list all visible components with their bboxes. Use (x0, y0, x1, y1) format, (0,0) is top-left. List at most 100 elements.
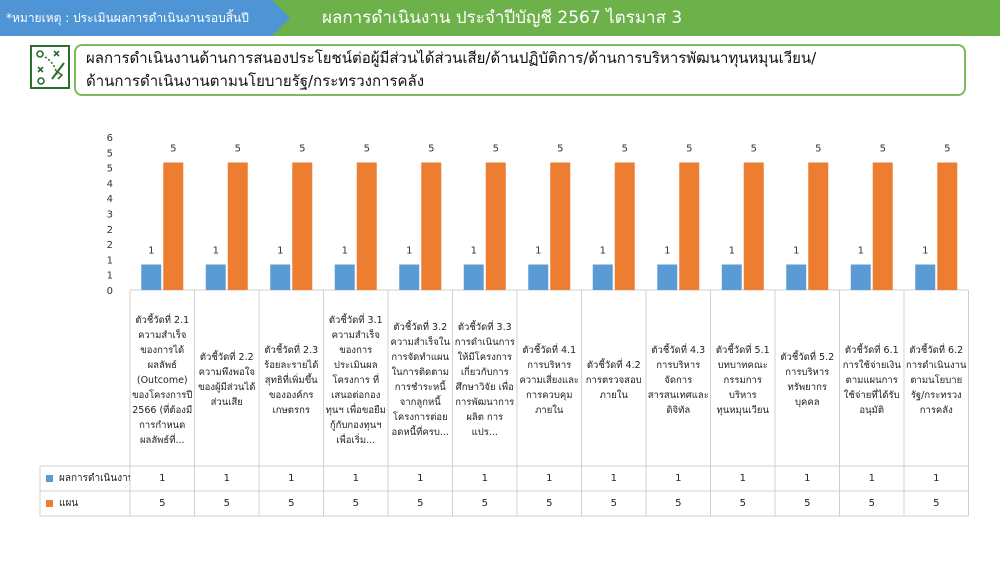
legend-swatch (46, 499, 53, 507)
actual-bar (721, 264, 742, 290)
table-cell-actual: 1 (223, 473, 230, 484)
section-heading: ผลการดำเนินงานด้านการสนองประโยชน์ต่อผู้ม… (74, 44, 966, 96)
table-cell-actual: 1 (675, 473, 682, 484)
category-label-text: ตัวชี้วัดที่ 4.3 การบริหารจัดการสารสนเทศ… (647, 344, 709, 416)
plan-data-label: 5 (364, 144, 370, 155)
actual-bar (786, 264, 807, 290)
plan-data-label: 5 (815, 144, 821, 155)
category-label-text: ตัวชี้วัดที่ 3.2 ความสำเร็จในการจัดทำแผน… (390, 322, 450, 438)
actual-bar (463, 264, 484, 290)
y-tick-label: 5 (107, 164, 113, 175)
actual-data-label: 1 (148, 246, 154, 257)
category-label-text: ตัวชี้วัดที่ 2.2 ความพึงพอใจของผู้มีส่วน… (198, 352, 256, 408)
table-cell-actual: 1 (933, 473, 940, 484)
y-tick-label: 0 (107, 286, 113, 297)
actual-bar (399, 264, 420, 290)
actual-data-label: 1 (471, 246, 477, 257)
actual-data-label: 1 (600, 246, 606, 257)
actual-data-label: 1 (342, 246, 348, 257)
note-tab: *หมายเหตุ : ประเมินผลการดำเนินงานรอบสิ้น… (0, 0, 290, 36)
plan-bar (485, 162, 506, 290)
strategy-board-icon (30, 45, 70, 89)
table-cell-actual: 1 (739, 473, 746, 484)
y-tick-label: 2 (107, 225, 113, 236)
plan-data-label: 5 (880, 144, 886, 155)
table-cell-actual: 1 (352, 473, 359, 484)
category-label: ตัวชี้วัดที่ 3.2 ความสำเร็จในการจัดทำแผน… (388, 290, 453, 466)
plan-bar (679, 162, 700, 290)
category-label-text: ตัวชี้วัดที่ 3.3 การดำเนินการให้มีโครงกา… (454, 322, 515, 438)
plan-data-label: 5 (493, 144, 499, 155)
category-label-text: ตัวชี้วัดที่ 2.3 ร้อยละรายได้สุทธิที่เพิ… (264, 344, 319, 416)
category-label-text: ตัวชี้วัดที่ 6.1 การใช้จ่ายเงินตามแผนการ… (842, 344, 901, 416)
plan-data-label: 5 (557, 144, 563, 155)
category-label: ตัวชี้วัดที่ 3.3 การดำเนินการให้มีโครงกา… (453, 290, 518, 466)
table-cell-plan: 5 (610, 498, 617, 509)
table-cell-plan: 5 (675, 498, 682, 509)
y-tick-label: 4 (107, 194, 113, 205)
plan-bar (163, 162, 184, 290)
y-tick-label: 6 (107, 133, 113, 144)
table-cell-actual: 1 (546, 473, 553, 484)
actual-data-label: 1 (858, 246, 864, 257)
plan-bar (937, 162, 958, 290)
legend-plan: แผน (40, 491, 130, 516)
category-label-text: ตัวชี้วัดที่ 5.2 การบริหารทรัพยากรบุคคล (780, 352, 835, 408)
category-label: ตัวชี้วัดที่ 4.3 การบริหารจัดการสารสนเทศ… (646, 290, 711, 466)
y-tick-label: 2 (107, 240, 113, 251)
y-tick-label: 3 (107, 210, 113, 221)
legend-label: แผน (59, 498, 79, 509)
plan-data-label: 5 (686, 144, 692, 155)
table-cell-plan: 5 (159, 498, 166, 509)
legend-swatch (46, 474, 53, 482)
actual-data-label: 1 (729, 246, 735, 257)
plan-data-label: 5 (299, 144, 305, 155)
category-label: ตัวชี้วัดที่ 2.1 ความสำเร็จของการได้ผลลั… (130, 290, 195, 466)
table-cell-plan: 5 (804, 498, 811, 509)
category-label: ตัวชี้วัดที่ 3.1 ความสำเร็จของการประเมิน… (324, 290, 389, 466)
actual-data-label: 1 (213, 246, 219, 257)
y-tick-label: 1 (107, 255, 113, 266)
category-label: ตัวชี้วัดที่ 4.1 การบริหารความเสี่ยงและก… (517, 290, 582, 466)
plan-bar (614, 162, 635, 290)
category-label-text: ตัวชี้วัดที่ 4.2 การตรวจสอบภายใน (585, 359, 642, 401)
table-cell-plan: 5 (417, 498, 424, 509)
table-cell-actual: 1 (868, 473, 875, 484)
category-label: ตัวชี้วัดที่ 6.2 การดำเนินงานตามนโยบายรั… (904, 290, 969, 466)
category-label-text: ตัวชี้วัดที่ 2.1 ความสำเร็จของการได้ผลลั… (132, 314, 193, 446)
plan-bar (550, 162, 571, 290)
actual-bar (270, 264, 291, 290)
category-label-text: ตัวชี้วัดที่ 6.2 การดำเนินงานตามนโยบายรั… (906, 344, 967, 416)
legend-label: ผลการดำเนินงาน (59, 473, 130, 484)
y-tick-label: 4 (107, 179, 113, 190)
actual-data-label: 1 (406, 246, 412, 257)
plan-data-label: 5 (622, 144, 628, 155)
y-tick-label: 5 (107, 148, 113, 159)
actual-bar (141, 264, 162, 290)
table-cell-plan: 5 (739, 498, 746, 509)
table-cell-plan: 5 (223, 498, 230, 509)
category-label: ตัวชี้วัดที่ 4.2 การตรวจสอบภายใน (582, 290, 647, 466)
actual-data-label: 1 (277, 246, 283, 257)
actual-bar (850, 264, 871, 290)
actual-bar (205, 264, 226, 290)
plan-data-label: 5 (751, 144, 757, 155)
category-label: ตัวชี้วัดที่ 5.1 บทบาทคณะกรรมการบริหารทุ… (711, 290, 776, 466)
legend-actual: ผลการดำเนินงาน (40, 466, 130, 491)
table-cell-actual: 1 (804, 473, 811, 484)
table-cell-plan: 5 (288, 498, 295, 509)
plan-data-label: 5 (428, 144, 434, 155)
actual-data-label: 1 (922, 246, 928, 257)
plan-bar (292, 162, 313, 290)
category-label: ตัวชี้วัดที่ 6.1 การใช้จ่ายเงินตามแผนการ… (840, 290, 905, 466)
actual-bar (657, 264, 678, 290)
section-heading-line1: ผลการดำเนินงานด้านการสนองประโยชน์ต่อผู้ม… (86, 49, 817, 67)
plan-bar (743, 162, 764, 290)
table-cell-actual: 1 (481, 473, 488, 484)
actual-data-label: 1 (793, 246, 799, 257)
plan-data-label: 5 (944, 144, 950, 155)
actual-data-label: 1 (535, 246, 541, 257)
category-label-text: ตัวชี้วัดที่ 4.1 การบริหารความเสี่ยงและก… (519, 344, 580, 416)
page-title: ผลการดำเนินงาน ประจำปีบัญชี 2567 ไตรมาส … (322, 8, 683, 28)
